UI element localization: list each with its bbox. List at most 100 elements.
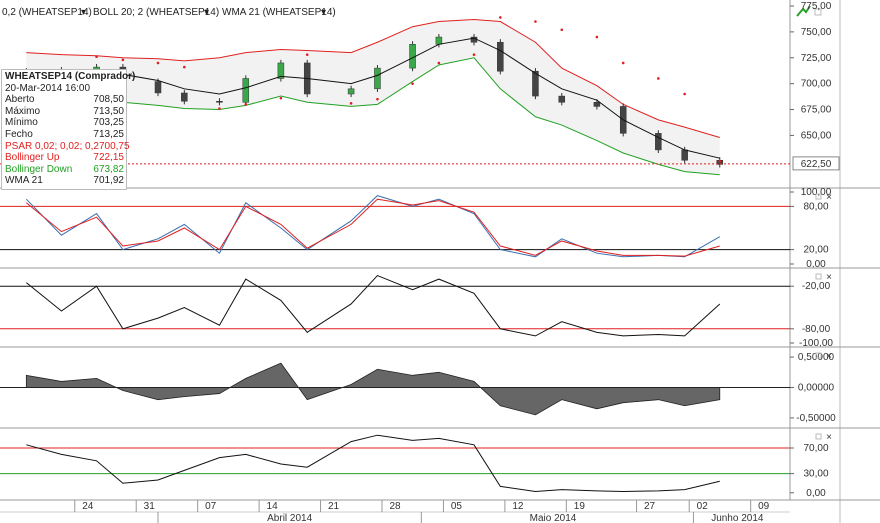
- last-price-box: [792, 156, 840, 171]
- x-tick-label: 05: [451, 501, 463, 512]
- psar-dot: [683, 92, 686, 96]
- x-tick-label: 02: [697, 501, 709, 512]
- psar-tab-label: 0,2 (WHEATSEP14): [2, 7, 92, 18]
- psar-dot: [534, 20, 537, 23]
- y-tick-label: 0,00000: [798, 383, 835, 394]
- psar-dot: [349, 102, 353, 105]
- y-tick-label: 80,00: [803, 201, 828, 212]
- psar-dot: [718, 159, 722, 163]
- x-tick-label: 07: [205, 501, 217, 512]
- candle: [374, 67, 381, 90]
- candle: [347, 88, 355, 95]
- last-price-label: 622,50: [801, 159, 832, 170]
- candle: [277, 62, 285, 79]
- psar-dot: [376, 97, 379, 101]
- candle: [593, 102, 601, 107]
- x-tick-label: 24: [82, 501, 94, 512]
- info-row: WMA 21 701,92: [5, 175, 124, 187]
- info-row-label: PSAR 0,02; 0,02; 0,2: [5, 140, 99, 152]
- info-row-value: 701,92: [93, 175, 124, 187]
- psar-dot: [183, 65, 186, 69]
- info-row-label: WMA 21: [5, 175, 43, 187]
- psar-tab-chevron-icon: ▾: [81, 7, 86, 18]
- y-tick-label: 775,00: [801, 1, 832, 12]
- info-row: Máximo 713,50: [5, 106, 124, 118]
- panel-settings-icon: [815, 273, 822, 280]
- psar-dot: [560, 28, 564, 32]
- panel-settings-icon: [815, 193, 822, 200]
- y-tick-label: 675,00: [801, 105, 832, 116]
- psar-dot: [411, 82, 414, 85]
- psar-dot: [657, 77, 660, 80]
- info-row-label: Fecho: [5, 128, 33, 140]
- info-row-value: 703,25: [93, 117, 124, 129]
- panel-close-icon: ×: [826, 192, 832, 203]
- psar-dot: [437, 61, 441, 65]
- panel-settings-icon: [814, 8, 822, 16]
- info-row-label: Máximo: [5, 105, 41, 117]
- y-tick-label: 650,00: [801, 130, 832, 141]
- x-tick-label: 09: [758, 501, 770, 512]
- panel-settings-icon: [815, 352, 822, 359]
- info-title: WHEATSEP14 (Comprador): [5, 71, 136, 82]
- panel-close-icon: ×: [826, 432, 832, 443]
- psar-dot: [244, 103, 248, 106]
- info-row-label: Bollinger Down: [5, 163, 73, 175]
- info-row-value: 708,50: [93, 94, 124, 106]
- panel-settings-icon: [815, 433, 822, 440]
- boll-tab-chevron-icon: ▾: [204, 7, 209, 18]
- candle: [216, 100, 223, 103]
- y-tick-label: -0,50000: [796, 413, 836, 424]
- info-row: Bollinger Down 673,82: [5, 164, 124, 176]
- wma-tab-label: WMA 21 (WHEATSEP14): [222, 7, 336, 18]
- y-tick-label: 0,00: [806, 488, 826, 499]
- info-row-value: 713,25: [93, 128, 124, 140]
- x-tick-label: 27: [644, 501, 656, 512]
- psar-dot: [472, 53, 476, 56]
- info-row-value: 700,75: [98, 140, 130, 152]
- bollinger-up-line: [26, 18, 720, 138]
- info-row-value: 722,15: [93, 152, 124, 164]
- y-tick-label: -100,00: [799, 338, 833, 349]
- info-row: Bollinger Up 722,15: [5, 152, 124, 164]
- info-row: Fecho 713,25: [5, 129, 124, 141]
- info-row-label: Bollinger Up: [5, 152, 60, 164]
- month-label: Abril 2014: [267, 513, 312, 523]
- y-tick-label: 0,00: [806, 259, 826, 270]
- y-tick-label: 30,00: [803, 469, 828, 480]
- info-row: Aberto 708,50: [5, 94, 124, 106]
- y-tick-label: 725,00: [801, 53, 832, 64]
- info-row-label: Aberto: [5, 94, 35, 106]
- candle: [655, 133, 662, 151]
- candle: [558, 95, 566, 103]
- y-tick-label: 20,00: [803, 245, 828, 256]
- x-tick-label: 28: [389, 501, 401, 512]
- month-label: Maio 2014: [530, 513, 577, 523]
- panel-close-icon: ×: [826, 272, 832, 283]
- wma-tab-chevron-icon: ▾: [321, 7, 326, 18]
- candle: [435, 36, 443, 45]
- y-tick-label: -20,00: [802, 281, 831, 292]
- series-line: [26, 434, 720, 493]
- trend-icon: [796, 5, 811, 17]
- bollinger-down-line: [26, 57, 720, 176]
- candle: [532, 70, 539, 97]
- y-tick-label: 750,00: [801, 27, 832, 38]
- psar-dot: [218, 107, 221, 110]
- y-tick-label: 70,00: [803, 443, 828, 454]
- oscillator-area: [25, 362, 721, 416]
- info-row-value: 713,50: [93, 105, 124, 117]
- candle: [497, 41, 504, 72]
- psar-dot: [279, 96, 283, 100]
- panel-close-icon: ×: [826, 351, 832, 362]
- psar-dot: [621, 61, 625, 65]
- wma-line: [26, 37, 720, 159]
- boll-tab-label: BOLL 20; 2 (WHEATSEP14): [93, 7, 219, 18]
- info-row: Mínimo 703,25: [5, 117, 124, 129]
- series-line: [26, 198, 720, 257]
- info-row: PSAR 0,02; 0,02; 0,2 700,75: [5, 140, 130, 153]
- candle: [681, 149, 688, 161]
- info-row-label: Mínimo: [5, 117, 38, 129]
- x-tick-label: 31: [144, 501, 156, 512]
